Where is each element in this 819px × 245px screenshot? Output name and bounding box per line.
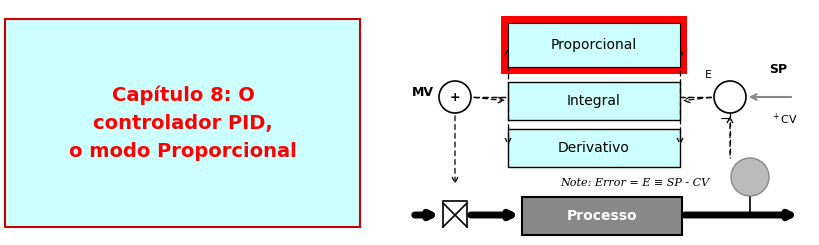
Text: E: E (704, 70, 712, 80)
FancyBboxPatch shape (508, 82, 680, 120)
Text: Proporcional: Proporcional (551, 38, 637, 52)
Text: +: + (450, 90, 460, 103)
FancyBboxPatch shape (501, 16, 687, 74)
Text: Integral: Integral (567, 94, 621, 108)
FancyBboxPatch shape (522, 197, 682, 235)
Circle shape (731, 158, 769, 196)
Text: Note: Error = E ≡ SP - CV: Note: Error = E ≡ SP - CV (560, 178, 709, 188)
Text: Derivativo: Derivativo (558, 141, 630, 155)
Text: Capítulo 8: O
controlador PID,
o modo Proporcional: Capítulo 8: O controlador PID, o modo Pr… (69, 85, 296, 161)
FancyBboxPatch shape (508, 129, 680, 167)
Text: Processo: Processo (567, 209, 637, 223)
FancyBboxPatch shape (508, 23, 680, 67)
Text: −: − (720, 112, 731, 125)
Text: SP: SP (769, 62, 787, 75)
Text: $^+$CV: $^+$CV (771, 111, 799, 127)
FancyBboxPatch shape (5, 19, 360, 227)
Text: MV: MV (412, 86, 434, 98)
